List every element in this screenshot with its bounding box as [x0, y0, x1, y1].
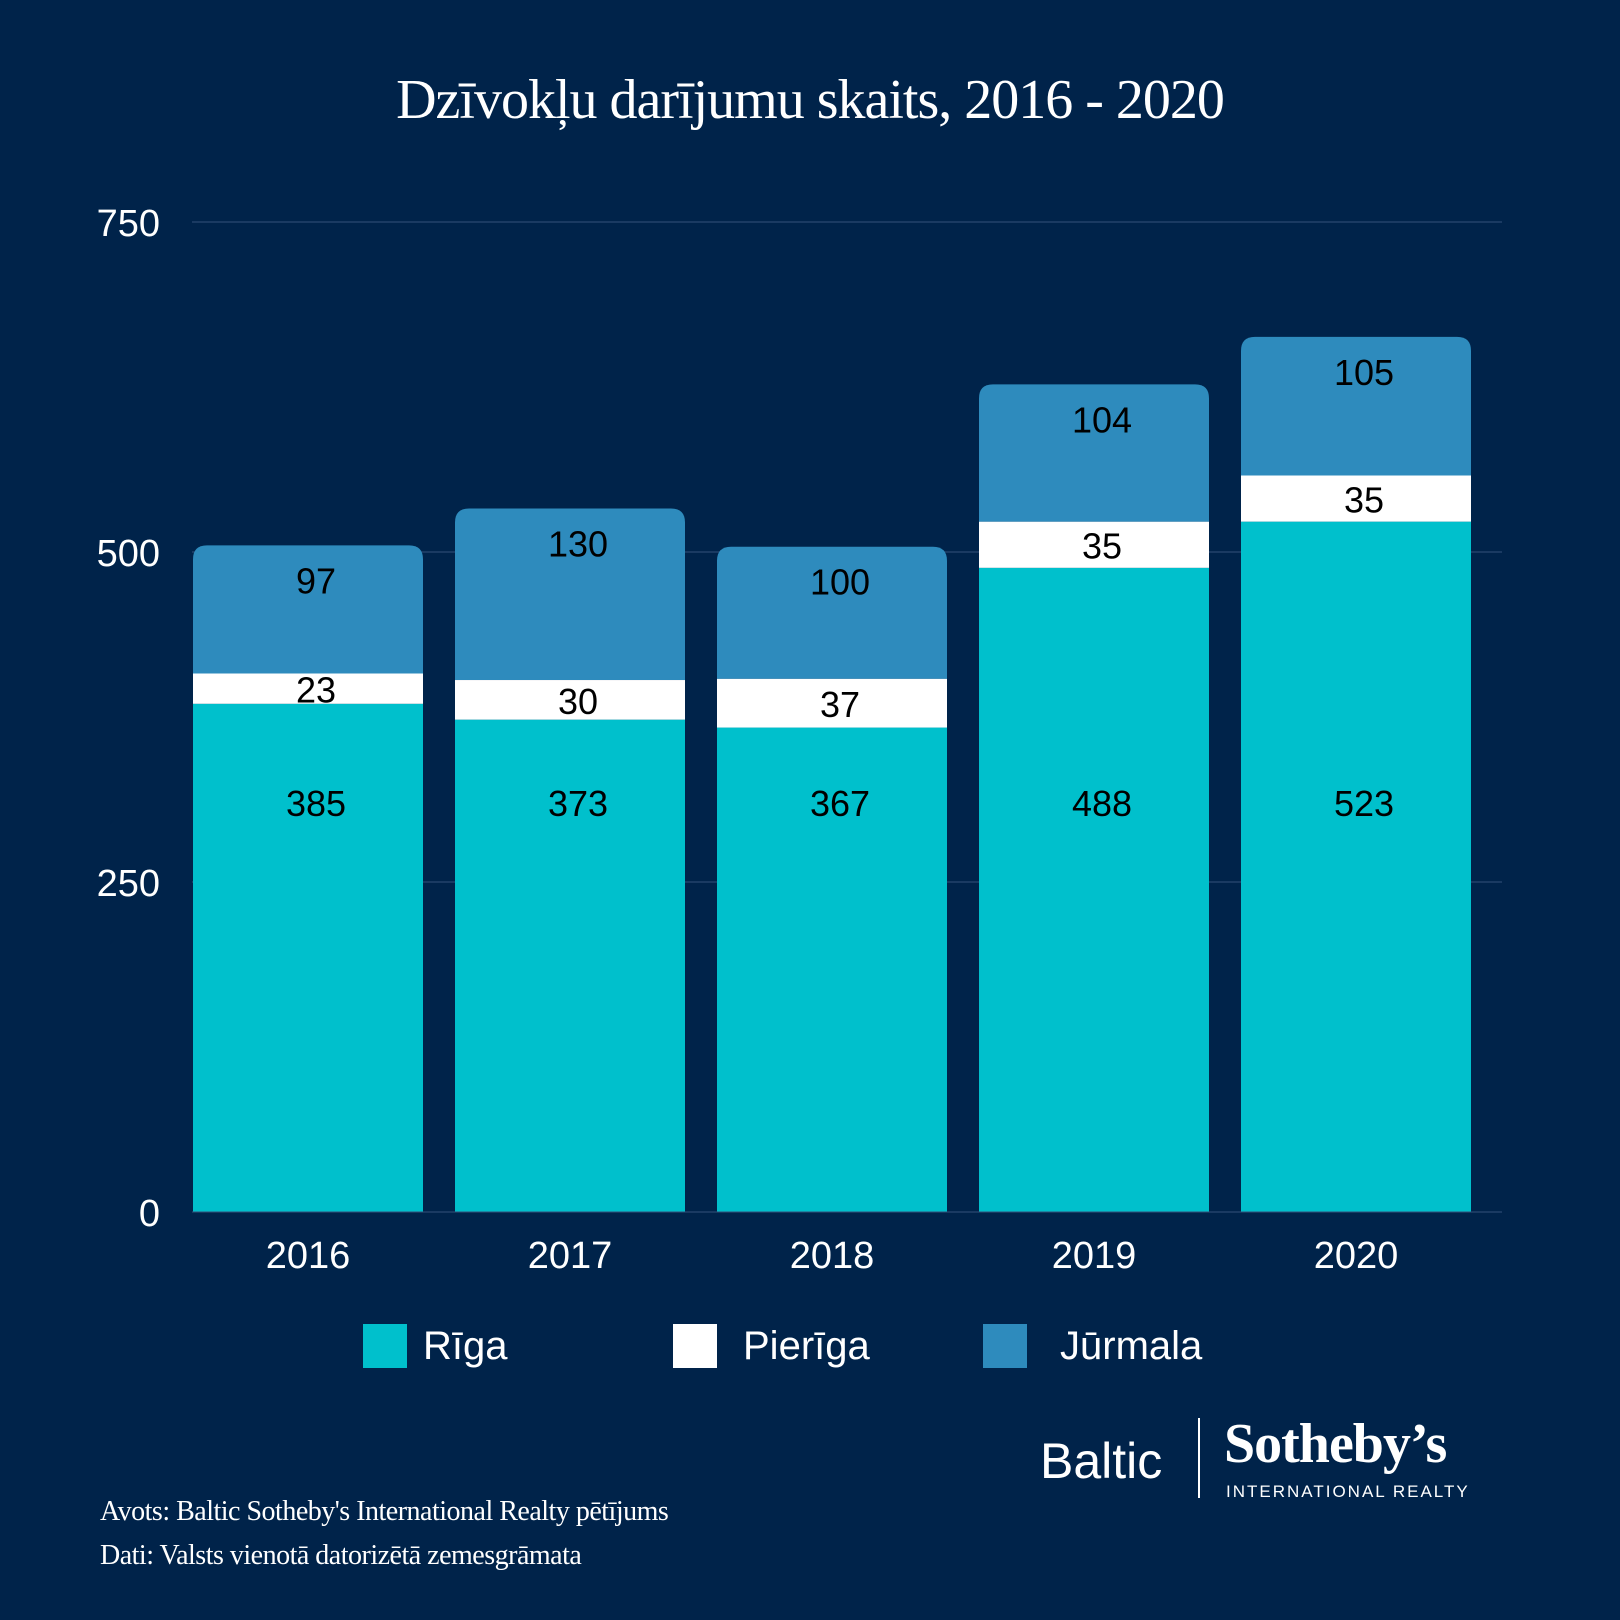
data-label: 30 — [558, 681, 598, 722]
bar-segment — [717, 546, 947, 679]
stacked-bar-chart: 0 250 500 750 385 23 97 2016 373 30 130 2017 367 37 10… — [97, 203, 1502, 1277]
footer-data: Dati: Valsts vienotā datorizētā zemesgrā… — [100, 1540, 582, 1571]
bar-segment — [979, 384, 1209, 522]
logo-divider — [1198, 1418, 1200, 1498]
legend: Rīga Pierīga Jūrmala — [0, 1322, 1620, 1370]
bar-segment — [193, 703, 423, 1212]
data-label: 97 — [296, 560, 336, 601]
data-label: 488 — [1072, 783, 1132, 824]
logo-sothebys-text: Sotheby’s — [1224, 1413, 1447, 1475]
legend-label-pieriga: Pierīga — [743, 1324, 870, 1368]
data-label: 385 — [286, 783, 346, 824]
bar-segment — [455, 719, 685, 1212]
data-label: 37 — [820, 684, 860, 725]
data-label: 130 — [548, 523, 608, 564]
data-label: 23 — [296, 670, 336, 711]
data-label: 35 — [1082, 526, 1122, 567]
data-label: 35 — [1344, 480, 1384, 521]
bar-segment — [979, 567, 1209, 1212]
data-label: 104 — [1072, 399, 1132, 440]
data-label: 105 — [1334, 352, 1394, 393]
bar-segment — [717, 727, 947, 1212]
data-label: 367 — [810, 783, 870, 824]
x-tick-label: 2016 — [266, 1235, 351, 1277]
x-tick-label: 2020 — [1314, 1235, 1399, 1277]
data-label: 523 — [1334, 783, 1394, 824]
bar-segment — [1241, 336, 1471, 476]
logo-tagline: INTERNATIONAL REALTY — [1226, 1482, 1470, 1501]
x-tick-label: 2018 — [790, 1235, 875, 1277]
x-tick-label: 2019 — [1052, 1235, 1137, 1277]
legend-swatch-pieriga — [673, 1324, 717, 1368]
legend-swatch-riga — [363, 1324, 407, 1368]
data-label: 100 — [810, 562, 870, 603]
bar-segment — [717, 678, 947, 728]
bar-segment — [979, 521, 1209, 568]
bar-segment — [455, 680, 685, 720]
y-tick-label: 0 — [139, 1193, 160, 1235]
bar-segment — [193, 545, 423, 674]
footer-source: Avots: Baltic Sotheby's International Re… — [100, 1496, 669, 1527]
bar-segment — [193, 673, 423, 704]
bar-segment — [1241, 521, 1471, 1212]
x-tick-label: 2017 — [528, 1235, 613, 1277]
legend-label-riga: Rīga — [423, 1324, 508, 1368]
bar-segment — [1241, 475, 1471, 522]
y-tick-label: 250 — [97, 863, 160, 905]
bar-segment — [455, 508, 685, 681]
baltic-sothebys-logo: Baltic Sotheby’s INTERNATIONAL REALTY — [1040, 1413, 1470, 1504]
data-label: 373 — [548, 783, 608, 824]
y-tick-label: 500 — [97, 533, 160, 575]
legend-label-jurmala: Jūrmala — [1060, 1324, 1203, 1368]
y-tick-label: 750 — [97, 203, 160, 245]
chart-title: Dzīvokļu darījumu skaits, 2016 - 2020 — [396, 69, 1225, 131]
legend-swatch-jurmala — [983, 1324, 1027, 1368]
logo-baltic-text: Baltic — [1040, 1433, 1163, 1489]
